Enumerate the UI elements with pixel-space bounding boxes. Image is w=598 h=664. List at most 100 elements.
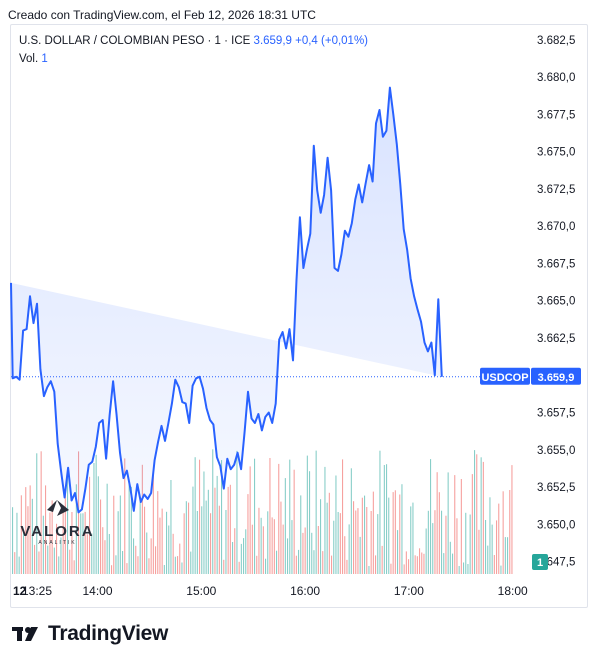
volume-bar (93, 463, 95, 574)
volume-bar (148, 558, 150, 574)
volume-bar (460, 479, 462, 574)
volume-bar (152, 471, 154, 574)
volume-bar (454, 475, 456, 574)
volume-bar (507, 537, 509, 574)
volume-bar (302, 532, 304, 574)
volume-bar (447, 472, 449, 574)
y-tick-label: 3.662,5 (537, 333, 575, 345)
volume-bar (287, 538, 289, 574)
volume-bar (449, 541, 451, 574)
volume-bar (331, 555, 333, 574)
volume-bar (320, 499, 322, 574)
volume-bar (344, 536, 346, 574)
volume-bar (183, 513, 185, 574)
volume-bar (192, 486, 194, 574)
x-tick-label: 18:00 (498, 584, 528, 598)
volume-bar (254, 458, 256, 574)
volume-bar (284, 478, 286, 574)
volume-bar (31, 498, 33, 574)
volume-bar (47, 545, 49, 574)
volume-bar (423, 553, 425, 574)
x-tick-label: 15:00 (186, 584, 216, 598)
volume-bar (179, 543, 181, 574)
tradingview-logo[interactable]: TradingView (12, 622, 168, 646)
volume-bar (368, 566, 370, 574)
volume-bar (232, 542, 234, 574)
volume-bar (100, 499, 102, 574)
volume-bar (174, 556, 176, 574)
volume-bar (372, 491, 374, 574)
volume-bar (273, 519, 275, 574)
volume-bar (456, 518, 458, 574)
volume-bar (260, 517, 262, 574)
volume-bar (328, 492, 330, 574)
price-change: +0,4 (+0,01%) (295, 35, 369, 47)
volume-bar (124, 458, 126, 574)
volume-bar (218, 505, 220, 574)
volume-bar (269, 458, 271, 574)
volume-bar (18, 556, 20, 574)
volume-bar (97, 476, 99, 574)
volume-bar (49, 512, 51, 574)
volume-bar (438, 492, 440, 574)
chart-frame (10, 24, 588, 608)
volume-bar (170, 480, 172, 574)
volume-bar (42, 515, 44, 574)
volume-bar (379, 450, 381, 574)
volume-bar (383, 465, 385, 574)
volume-bar (304, 527, 306, 574)
volume-bar (394, 490, 396, 574)
series-legend: U.S. DOLLAR / COLOMBIAN PESO · 1 · ICE 3… (19, 35, 368, 47)
symbol-tag (480, 367, 530, 385)
volume-bar (126, 563, 128, 574)
volume-bar (227, 486, 229, 574)
volume-bar (335, 475, 337, 574)
volume-bar (91, 533, 93, 574)
symbol-title: U.S. DOLLAR / COLOMBIAN PESO · 1 · ICE (19, 35, 251, 47)
price-tags: USDCOP 3.659,9 1 (480, 367, 581, 570)
volume-bar (293, 469, 295, 574)
last-price: 3.659,9 (253, 35, 292, 47)
volume-bar (34, 544, 36, 574)
volume-bar (403, 564, 405, 574)
tradingview-logo-text: TradingView (48, 622, 169, 645)
volume-bar (249, 466, 251, 574)
volume-bar (265, 558, 267, 574)
volume-bar (212, 449, 214, 574)
volume-bar (190, 551, 192, 574)
volume-bar (221, 460, 223, 574)
volume-bar (135, 545, 137, 574)
volume-bar (267, 511, 269, 574)
volume-bar (225, 510, 227, 574)
y-tick-label: 3.665,0 (537, 296, 575, 308)
x-tick-label: 16:00 (290, 584, 320, 598)
volume-bar (342, 459, 344, 574)
y-tick-label: 3.650,0 (537, 519, 575, 531)
volume-bar (40, 451, 42, 574)
volume-bar (106, 483, 108, 574)
volume-bar (14, 552, 16, 574)
volume-legend: Vol. 1 (19, 53, 48, 65)
x-tick-label: 17:00 (394, 584, 424, 598)
volume-bar (416, 556, 418, 574)
y-tick-label: 3.682,5 (537, 35, 575, 47)
volume-bar (137, 556, 139, 574)
volume-bar (346, 559, 348, 574)
volume-bar (163, 565, 165, 574)
volume-bar (23, 531, 25, 574)
volume-bar (322, 551, 324, 574)
volume-bar (306, 455, 308, 574)
volume-bar (337, 512, 339, 574)
volume-bar (62, 509, 64, 574)
volume-bar (471, 474, 473, 574)
volume-bar (311, 532, 313, 574)
price-area (10, 86, 530, 514)
volume-bar (465, 512, 467, 574)
volume-bar (157, 491, 159, 574)
volume-bar (29, 485, 31, 574)
volume-bar (419, 548, 421, 574)
volume-bar (315, 450, 317, 574)
volume-bar (69, 549, 71, 574)
